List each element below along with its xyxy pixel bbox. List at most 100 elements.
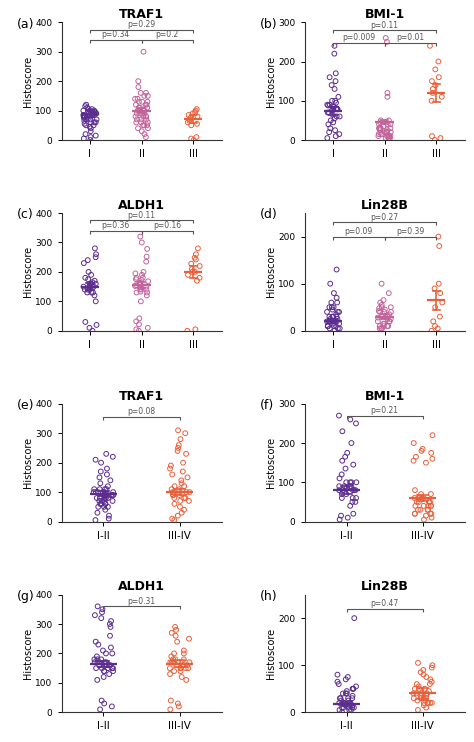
Point [425,685,433,697]
Point [182,492,189,504]
Point [182,486,190,498]
Point [101,657,109,669]
Point [327,122,334,134]
Point [167,460,175,472]
Point [385,114,392,126]
Point [144,116,152,128]
Point [104,489,112,501]
Point [385,287,392,299]
Point [138,237,146,249]
Point [92,486,100,498]
Point [336,323,344,335]
Point [384,311,392,323]
Point [326,323,334,335]
Point [175,489,183,501]
Point [420,500,428,512]
Point [413,678,420,690]
Point [170,648,178,660]
Point [426,496,434,508]
Point [140,90,148,102]
Point [175,439,182,451]
Point [143,119,151,131]
Point [414,704,422,716]
Point [341,480,348,492]
Point [135,318,143,330]
Point [349,683,357,695]
Point [417,504,424,516]
Point [178,671,185,683]
Point [331,124,339,136]
Point [346,476,354,488]
Point [384,311,392,323]
Point [428,75,436,87]
Point [377,114,384,126]
Point [173,636,181,648]
Point [168,513,176,525]
Point [166,703,174,715]
Point [346,697,354,709]
Point [349,690,356,702]
Point [80,109,87,121]
Point [329,116,337,128]
Point [196,272,203,283]
Point [376,122,384,134]
Title: BMI-1: BMI-1 [365,8,405,21]
Point [166,657,174,669]
Text: p=0.39: p=0.39 [396,227,425,236]
Point [384,320,392,332]
Point [385,309,393,321]
Point [332,68,339,79]
Point [349,508,357,519]
Point [377,122,384,134]
Point [90,119,97,131]
Point [334,669,341,680]
Point [178,474,185,486]
Point [335,318,343,329]
Text: (h): (h) [260,590,277,603]
Point [428,508,435,519]
Point [411,500,419,512]
Point [177,662,184,674]
Point [333,102,340,114]
Point [184,116,191,128]
Point [427,488,435,500]
Point [105,660,113,672]
Point [192,249,200,260]
Point [350,702,358,714]
Point [188,266,196,278]
Point [166,462,174,474]
Point [143,114,150,125]
Point [106,630,114,642]
Point [342,688,350,700]
Point [93,492,100,504]
Point [132,111,139,122]
Point [376,320,383,332]
Point [170,657,177,669]
Point [421,695,429,706]
Point [91,609,99,621]
Point [174,510,182,522]
Point [91,109,98,121]
Point [187,257,195,269]
Point [140,46,147,58]
Point [143,102,151,114]
Point [183,660,191,672]
Point [191,324,199,335]
Point [342,462,349,474]
Point [144,122,152,134]
Text: p=0.31: p=0.31 [128,597,155,605]
Point [92,454,100,466]
Point [137,295,145,307]
Point [412,451,420,463]
Point [342,699,349,711]
Point [384,119,392,131]
Point [380,295,387,306]
Point [141,105,148,116]
Point [87,269,95,280]
Point [103,660,111,672]
Point [383,320,391,332]
Point [327,278,334,289]
Point [109,648,116,660]
Point [410,688,417,700]
Point [376,122,383,134]
